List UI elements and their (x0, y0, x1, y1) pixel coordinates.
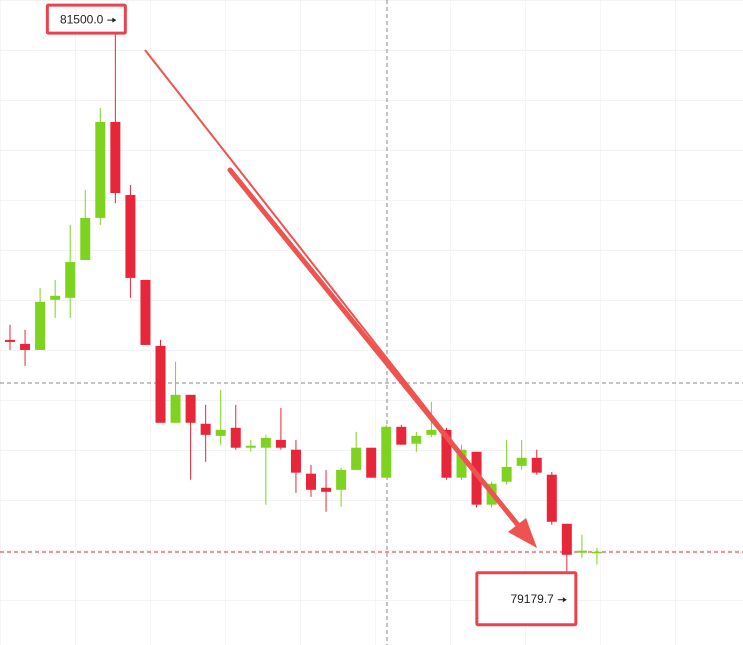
candle-body (20, 343, 31, 350)
candle-body (411, 435, 422, 444)
candle-body (200, 423, 211, 435)
candle-body (80, 217, 91, 261)
candle-body (396, 426, 407, 445)
candle-body (95, 121, 106, 218)
candle-body (516, 457, 527, 466)
candle-body (381, 426, 392, 478)
trend-arrow (144, 49, 537, 548)
annotation-arrow-head (562, 597, 567, 603)
candle-body (561, 523, 572, 555)
annotation-arrow-head (112, 17, 117, 23)
candle-body (426, 429, 437, 435)
candle-body (140, 279, 151, 345)
candles (5, 15, 602, 600)
annotation-box (45, 3, 127, 35)
annotation-box (475, 571, 578, 627)
candle-body (215, 429, 226, 436)
candle-body (471, 451, 482, 505)
candle-body (456, 449, 467, 478)
candle-body (591, 551, 602, 554)
candle-body (170, 394, 181, 423)
candle-body (441, 429, 452, 478)
candle-body (501, 466, 512, 482)
candle-body (65, 262, 76, 298)
candle-body (155, 345, 166, 423)
candle-body (366, 447, 377, 478)
candle-body (306, 473, 316, 490)
candle-body (35, 301, 46, 350)
candle-body (576, 550, 587, 553)
candle-body (125, 195, 136, 278)
candle-body (245, 445, 256, 448)
candle-body (290, 449, 301, 473)
candle-body (260, 437, 271, 448)
annotation-label: 81500.0 (60, 12, 104, 26)
annotation-label: 79179.7 (510, 592, 554, 606)
candle-body (5, 339, 15, 342)
candle-body (321, 487, 332, 492)
candle-body (546, 474, 557, 522)
candle-body (185, 394, 196, 423)
candle-body (230, 427, 241, 448)
candle-body (531, 457, 542, 473)
candle-body (275, 439, 286, 448)
candle-body (336, 469, 347, 490)
candle-body (50, 295, 61, 300)
candle-body (110, 121, 121, 193)
candle-body (351, 447, 362, 470)
annotations: 81500.0 79179.7 (45, 3, 578, 627)
